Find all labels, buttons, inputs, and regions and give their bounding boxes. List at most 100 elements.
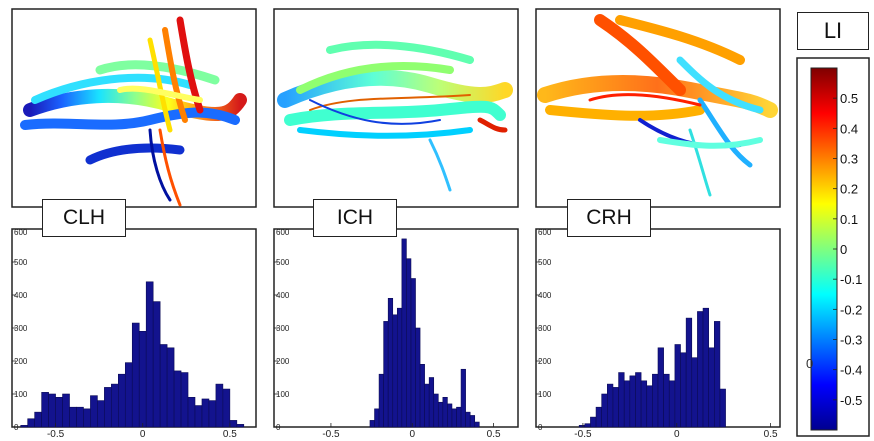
histogram-bar: [83, 409, 90, 427]
histogram-bar: [146, 282, 153, 427]
x-tick-label: 0: [409, 429, 415, 440]
colorbar-tick-label: -0.5: [840, 393, 862, 408]
y-tick-label: 600: [538, 228, 552, 237]
colorbar-tick-label: 0.1: [840, 212, 858, 227]
y-tick-label: 400: [276, 291, 290, 300]
histogram-bar: [434, 394, 439, 427]
label-li: LI: [797, 12, 869, 50]
histogram-bar: [118, 374, 125, 427]
y-tick-label: 500: [538, 258, 552, 267]
y-tick-label: 200: [276, 357, 290, 366]
histogram-bar: [28, 419, 35, 427]
histogram-bar: [619, 373, 625, 427]
histogram-bar: [416, 328, 421, 427]
histogram-bar: [613, 387, 619, 427]
histogram-bar: [425, 384, 430, 427]
histogram-bar: [470, 415, 475, 427]
y-tick-label: 300: [14, 324, 28, 333]
histogram-bar: [111, 384, 118, 427]
x-tick-label: -0.5: [322, 429, 340, 440]
histogram-bar: [429, 378, 434, 428]
tract-image-ich: [274, 9, 518, 207]
histogram-bar: [104, 387, 111, 427]
label-crh: CRH: [567, 199, 651, 237]
histogram-bar: [590, 417, 596, 427]
histogram-bar: [76, 407, 83, 427]
histogram-bar: [466, 412, 471, 427]
y-tick-label: 200: [14, 357, 28, 366]
histogram-bar: [42, 392, 49, 427]
histogram-bar: [658, 348, 664, 427]
histogram-bar: [49, 394, 56, 427]
histogram-bar: [647, 386, 653, 427]
histogram-bar: [174, 371, 181, 427]
histogram-bar: [181, 373, 188, 427]
histogram-bar: [35, 412, 42, 427]
histogram-bar: [379, 374, 384, 427]
y-tick-label: 0: [276, 423, 281, 432]
histogram-bar: [188, 397, 195, 427]
histogram-bar: [607, 384, 613, 427]
tract-image-clh: [12, 9, 256, 207]
histogram-bar: [370, 420, 375, 427]
histogram-bar: [692, 358, 698, 427]
histogram-bar: [624, 381, 630, 427]
histogram-bar: [420, 364, 425, 427]
histogram-bar: [443, 397, 448, 427]
x-tick-label: 0.5: [487, 429, 501, 440]
label-clh: CLH: [42, 199, 126, 237]
histogram-bar: [579, 425, 585, 427]
histogram-bar: [160, 345, 167, 428]
histogram-bar: [411, 279, 416, 428]
colorbar-tick-label: -0.1: [840, 272, 862, 287]
histogram-bar: [681, 353, 687, 427]
histogram-bar: [223, 389, 230, 427]
y-tick-label: 100: [538, 390, 552, 399]
histogram-bar: [686, 318, 692, 427]
histogram-bar: [21, 425, 28, 427]
tract-image-crh: [536, 9, 780, 207]
x-tick-label: 0.5: [764, 429, 778, 440]
histogram-bar: [97, 401, 104, 427]
histogram-bar: [438, 402, 443, 427]
histogram-bar: [375, 409, 380, 427]
y-tick-label: 100: [14, 390, 28, 399]
histogram-bar: [393, 315, 398, 427]
histogram-bar: [125, 363, 132, 427]
y-tick-label: 400: [14, 291, 28, 300]
histogram-bar: [475, 422, 480, 427]
colorbar-tick-label: 0.2: [840, 182, 858, 197]
histogram-bar: [703, 308, 709, 427]
colorbar-tick-label: -0.4: [840, 363, 862, 378]
colorbar-tick-label: 0: [840, 242, 847, 257]
histogram-bar: [153, 302, 160, 427]
y-tick-label: 300: [276, 324, 290, 333]
histogram-bar: [397, 308, 402, 427]
histogram-bar: [652, 374, 658, 427]
histogram-bar: [388, 298, 393, 427]
histogram-bar: [56, 397, 63, 427]
histogram-bar: [216, 384, 223, 427]
histogram-bar: [452, 409, 457, 427]
histogram-bar: [90, 396, 97, 427]
y-tick-label: 400: [538, 291, 552, 300]
histogram-bar: [202, 399, 209, 427]
y-tick-label: 500: [276, 258, 290, 267]
histogram-bar: [230, 420, 237, 427]
histogram-bar: [664, 374, 670, 427]
y-tick-label: 0: [538, 423, 543, 432]
histogram-bar: [209, 401, 216, 427]
histogram-bar: [720, 389, 726, 427]
histogram-bar: [406, 259, 411, 427]
label-ich: ICH: [313, 199, 397, 237]
histogram-bar: [63, 394, 70, 427]
histogram-bar: [132, 323, 139, 427]
y-tick-label: 0: [14, 423, 19, 432]
y-tick-label: 100: [276, 390, 290, 399]
y-tick-label: 500: [14, 258, 28, 267]
histogram-bar: [402, 239, 407, 427]
x-tick-label: 0.5: [223, 429, 237, 440]
histogram-bar: [384, 321, 389, 427]
histogram-bar: [457, 407, 462, 427]
